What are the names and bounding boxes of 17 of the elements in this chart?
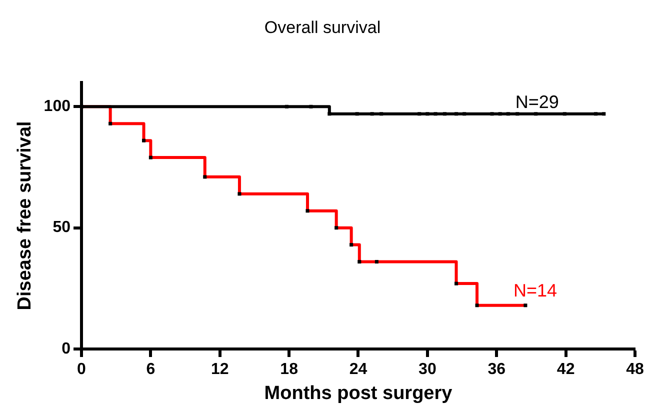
chart-title: Overall survival [264, 18, 381, 37]
x-tick-label: 30 [418, 361, 436, 378]
x-axis-title: Months post surgery [264, 382, 453, 404]
y-tick-label: 100 [44, 98, 71, 116]
x-tick-label: 42 [556, 361, 575, 378]
x-tick-label: 0 [77, 361, 86, 378]
x-tick-label: 12 [210, 361, 229, 378]
y-axis-title: Disease free survival [14, 121, 36, 310]
x-tick-label: 36 [488, 361, 506, 378]
series-label: N=14 [513, 280, 557, 300]
x-tick-label: 48 [626, 361, 644, 378]
x-tick-label: 6 [146, 361, 156, 378]
x-tick-label: 24 [349, 361, 368, 378]
y-tick-label: 50 [52, 219, 71, 236]
series-label: N=29 [515, 92, 559, 112]
x-tick-label: 18 [280, 361, 298, 378]
y-tick-label: 0 [62, 340, 71, 358]
